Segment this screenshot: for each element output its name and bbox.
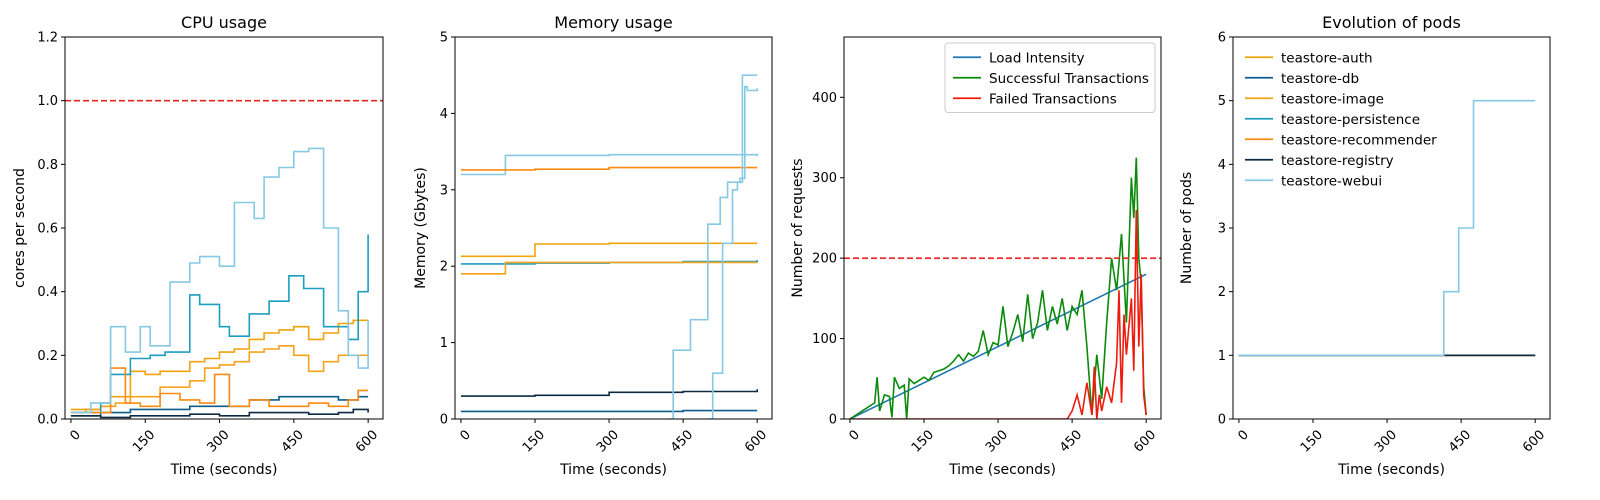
requests-xtick-label: 600 [1131, 427, 1159, 455]
pods-title: Evolution of pods [1322, 13, 1461, 32]
requests-ytick-label: 200 [812, 252, 837, 267]
cpu-ytick-label: 0.4 [37, 285, 58, 300]
memory-plot-area [460, 74, 758, 419]
requests-series-line-0 [849, 273, 1147, 419]
memory-series-line-5 [460, 389, 758, 397]
memory-ytick-label: 5 [440, 31, 448, 46]
cpu-series-line-6 [70, 147, 369, 414]
requests-ylabel: Number of requests [790, 158, 806, 297]
cpu-series-line-3 [70, 234, 369, 414]
pods-ytick-label: 1 [1218, 349, 1226, 364]
cpu-ylabel: cores per second [12, 168, 28, 288]
requests-ytick-label: 300 [812, 171, 837, 186]
requests-series-line-2 [849, 209, 1147, 419]
requests-legend-box [944, 42, 1156, 113]
requests-panel: 0 100 200 300 400 0 150 300 450 600 Time (seconds)… [790, 36, 1162, 478]
requests-ytick-label: 0 [829, 413, 837, 428]
memory-series-line-1 [460, 166, 758, 171]
memory-series-line-8 [707, 74, 758, 419]
pods-xtick-label: 600 [1520, 427, 1548, 455]
requests-xlabel: Time (seconds) [948, 462, 1056, 478]
cpu-xtick-label: 150 [130, 427, 158, 455]
pods-legend: teastore-auth teastore-db teastore-image te… [1245, 50, 1437, 189]
memory-xtick-label: 0 [458, 427, 474, 443]
pods-legend-label: teastore-webui [1281, 173, 1382, 189]
cpu-xtick-label: 0 [68, 427, 84, 443]
requests-xtick-label: 300 [983, 427, 1011, 455]
pods-legend-label: teastore-recommender [1281, 132, 1437, 148]
cpu-ytick-label: 1.0 [37, 94, 58, 109]
requests-xtick-label: 150 [909, 427, 937, 455]
pods-ylabel: Number of pods [1179, 172, 1195, 284]
pods-ytick-label: 0 [1218, 413, 1226, 428]
cpu-series-line-4 [70, 367, 369, 414]
memory-ylabel: Memory (Gbytes) [413, 167, 429, 289]
requests-legend: Load Intensity Successful Transactions Fai… [944, 42, 1156, 113]
pods-legend-label: teastore-auth [1281, 50, 1373, 66]
pods-ytick-label: 6 [1218, 31, 1226, 46]
memory-ytick-label: 3 [440, 183, 448, 198]
pods-legend-label: teastore-registry [1281, 153, 1394, 169]
pods-legend-label: teastore-image [1281, 91, 1384, 107]
cpu-ytick-label: 0.0 [37, 413, 58, 428]
requests-ytick-label: 100 [812, 332, 837, 347]
pods-xtick-label: 300 [1372, 427, 1400, 455]
memory-series-line-4 [460, 261, 758, 275]
requests-plot-area [844, 157, 1161, 419]
cpu-xtick-label: 450 [279, 427, 307, 455]
cpu-xlabel: Time (seconds) [170, 462, 278, 478]
pods-ytick-label: 5 [1218, 94, 1226, 109]
requests-axes-frame [843, 36, 1162, 420]
pods-xtick-label: 0 [1236, 427, 1252, 443]
pods-panel: 0 1 2 3 4 5 6 0 150 300 450 600 Time (seconds) Number… [1179, 13, 1551, 478]
cpu-ytick-label: 0.2 [37, 349, 58, 364]
memory-axes-frame [454, 36, 773, 420]
pods-plot-area [1238, 99, 1536, 357]
requests-xtick-label: 450 [1057, 427, 1085, 455]
cpu-panel: 0.0 0.2 0.4 0.6 0.8 1.0 1.2 0 150 300 450 600 Time (… [12, 13, 384, 478]
cpu-xtick-label: 600 [353, 427, 381, 455]
memory-series-line-6 [460, 409, 758, 413]
pods-xtick-label: 150 [1298, 427, 1326, 455]
memory-xtick-label: 450 [668, 427, 696, 455]
memory-series-line-2 [460, 242, 758, 258]
memory-ytick-label: 0 [440, 413, 448, 428]
cpu-xtick-label: 300 [204, 427, 232, 455]
pods-ytick-label: 4 [1218, 158, 1226, 173]
pods-legend-label: teastore-persistence [1281, 112, 1420, 128]
pods-xlabel: Time (seconds) [1337, 462, 1445, 478]
requests-ytick-label: 400 [812, 91, 837, 106]
cpu-ytick-label: 0.8 [37, 158, 58, 173]
cpu-ytick-label: 0.6 [37, 222, 58, 237]
requests-xtick-label: 0 [847, 427, 863, 443]
cpu-series-line-5 [70, 408, 369, 419]
memory-xtick-label: 300 [594, 427, 622, 455]
requests-legend-label: Successful Transactions [989, 71, 1149, 87]
cpu-ytick-label: 1.2 [37, 31, 58, 46]
requests-legend-label: Failed Transactions [989, 91, 1117, 107]
memory-ytick-label: 2 [440, 260, 448, 275]
pods-series-line-6 [1238, 99, 1536, 357]
memory-ytick-label: 1 [440, 336, 448, 351]
requests-series-line-1 [849, 157, 1147, 419]
cpu-series-line-2 [70, 345, 369, 414]
memory-xtick-label: 600 [742, 427, 770, 455]
cpu-title: CPU usage [181, 13, 267, 32]
memory-title: Memory usage [554, 13, 672, 32]
pods-ytick-label: 2 [1218, 285, 1226, 300]
pods-legend-label: teastore-db [1281, 71, 1359, 87]
memory-xtick-label: 150 [520, 427, 548, 455]
memory-series-line-7 [668, 85, 758, 419]
requests-legend-label: Load Intensity [989, 50, 1084, 66]
memory-xlabel: Time (seconds) [559, 462, 667, 478]
pods-xtick-label: 450 [1446, 427, 1474, 455]
memory-ytick-label: 4 [440, 107, 448, 122]
cpu-plot-area [65, 99, 383, 419]
memory-series-line-0 [460, 153, 758, 176]
pods-ytick-label: 3 [1218, 222, 1226, 237]
